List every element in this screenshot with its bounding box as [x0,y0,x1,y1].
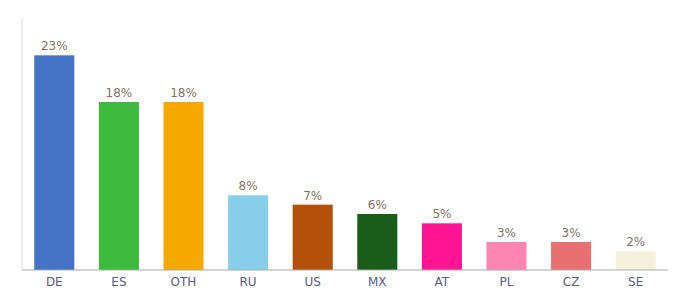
data-label: 3% [497,226,516,240]
bar [616,251,656,270]
x-tick-label: CZ [563,275,580,289]
data-label: 5% [432,207,451,221]
x-tick-label: US [304,275,320,289]
y-axis-range-line [22,18,23,270]
data-label: 23% [41,39,68,53]
bar [228,195,268,270]
x-tick-label: OTH [171,275,197,289]
bars [34,55,655,270]
data-label: 7% [303,189,322,203]
x-tick-label: PL [500,275,514,289]
data-label: 6% [368,198,387,212]
data-label: 8% [239,179,258,193]
data-label: 3% [562,226,581,240]
bar [163,102,203,270]
x-axis [22,270,668,271]
data-label: 2% [626,235,645,249]
x-tick-label: MX [368,275,387,289]
bar [34,55,74,270]
bar [99,102,139,270]
bar [486,242,526,270]
bar [357,214,397,270]
x-tick-label: RU [240,275,257,289]
bar [551,242,591,270]
chart: DE ES OTH RU US MX AT PL CZ SE 23% 18% 18% 8% 7% 6% 5% 3%… [0,0,680,300]
bar [293,205,333,270]
data-label: 18% [106,86,133,100]
data-label: 18% [170,86,197,100]
x-tick-label: ES [111,275,126,289]
x-tick-label: AT [435,275,450,289]
bar [422,223,462,270]
x-tick-label: SE [628,275,643,289]
x-tick-label: DE [46,275,63,289]
chart-container: DE ES OTH RU US MX AT PL CZ SE 23% 18% 18% 8% 7% 6% 5% 3%… [0,0,680,300]
